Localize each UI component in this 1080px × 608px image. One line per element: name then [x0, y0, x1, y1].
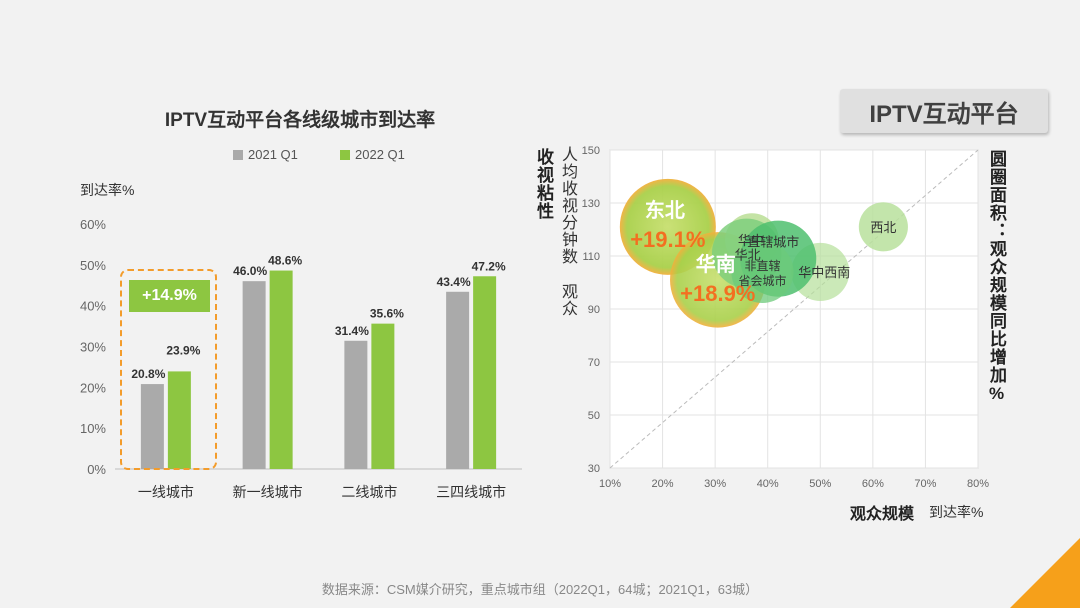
- bar-y-axis-label: 到达率%: [80, 182, 135, 198]
- bar-data-label: 47.2%: [472, 259, 506, 273]
- legend-swatch-2021: [233, 149, 243, 160]
- legend-2021: 2021 Q1: [233, 147, 298, 162]
- bubble-label: +18.9%: [680, 281, 755, 306]
- corner-decoration: [1010, 538, 1080, 608]
- bar-y-tick-label: 40%: [80, 299, 106, 314]
- bar-category-label: 二线城市: [341, 484, 397, 500]
- bubble-非直辖省会城市: [731, 240, 794, 303]
- bubble-x-tick-label: 30%: [704, 478, 726, 490]
- bar-2022: [167, 371, 191, 469]
- bubble-x-tick-label: 70%: [914, 478, 936, 490]
- legend-label-2022: 2022 Q1: [355, 147, 405, 162]
- bubble-x-tick-label: 80%: [967, 478, 989, 490]
- bubble-y-tick-label: 50: [588, 410, 600, 422]
- bar-y-tick-label: 0%: [87, 462, 106, 477]
- bubble-size-label: 圆圈面积：观众规模同比增加%: [987, 150, 1006, 404]
- bar-data-label: 46.0%: [233, 264, 267, 278]
- bar-data-label: 35.6%: [370, 307, 404, 321]
- bar-y-tick-label: 20%: [80, 380, 106, 395]
- bar-data-label: 31.4%: [335, 324, 369, 338]
- bar-2022: [269, 270, 293, 469]
- platform-badge: IPTV互动平台: [840, 89, 1048, 133]
- bubble-label: 华北: [735, 247, 761, 262]
- bubble-label: 华中: [738, 233, 764, 248]
- bar-2021: [344, 340, 368, 469]
- bubble-label: 非直辖: [744, 258, 780, 273]
- bubble-y-tick-label: 30: [588, 463, 600, 475]
- bubble-label: 西北: [870, 220, 896, 235]
- bar-data-label: 48.6%: [268, 254, 302, 268]
- legend-swatch-2022: [340, 149, 350, 160]
- legend-label-2021: 2021 Q1: [248, 147, 298, 162]
- bubble-label: 华南: [696, 252, 736, 276]
- bubble-label: 东北: [645, 198, 685, 222]
- bubble-label: +19.1%: [630, 227, 705, 252]
- bubble-label: 直辖城市: [747, 235, 799, 250]
- bar-2021: [446, 291, 470, 469]
- bubble-y-tick-label: 130: [582, 198, 600, 210]
- legend-2022: 2022 Q1: [340, 147, 405, 162]
- bar-y-tick-label: 10%: [80, 421, 106, 436]
- bar-data-label: 43.4%: [437, 275, 471, 289]
- bubble-x-tick-label: 20%: [652, 478, 674, 490]
- bubble-x-tick-label: 40%: [757, 478, 779, 490]
- bubble-label: 华中西南: [798, 265, 850, 280]
- bubble-x-tick-label: 60%: [862, 478, 884, 490]
- bubble-x-axis-unit: 到达率%: [929, 504, 984, 520]
- bar-2021: [140, 384, 164, 469]
- highlight-box: [120, 269, 217, 470]
- bar-2022: [473, 276, 497, 469]
- bubble-x-tick-label: 10%: [599, 478, 621, 490]
- bar-category-label: 新一线城市: [233, 484, 303, 500]
- bubble-x-tick-label: 50%: [809, 478, 831, 490]
- bubble-y-tick-label: 70: [588, 357, 600, 369]
- bar-y-tick-label: 30%: [80, 340, 106, 355]
- source-note: 数据来源：CSM媒介研究，重点城市组（2022Q1，64城；2021Q1，63城…: [321, 582, 759, 597]
- bar-data-label: 23.9%: [166, 343, 200, 357]
- bubble-y-tick-label: 110: [582, 251, 600, 263]
- bar-2022: [371, 323, 395, 469]
- bar-category-label: 三四线城市: [436, 484, 506, 500]
- bar-y-tick-label: 50%: [80, 258, 106, 273]
- bubble-y-tick-label: 90: [588, 304, 600, 316]
- bubble-y-tick-label: 150: [582, 145, 600, 157]
- bubble-西北: [858, 202, 908, 252]
- growth-callout: +14.9%: [129, 280, 210, 312]
- bubble-label: 省会城市: [738, 273, 786, 288]
- bar-chart-title: IPTV互动平台各线级城市到达率: [164, 110, 436, 131]
- bar-data-label: 20.8%: [131, 367, 165, 381]
- bubble-y-axis-label: 人均收视分钟数 观众: [559, 146, 576, 317]
- bubble-x-axis-title: 观众规模: [850, 506, 915, 523]
- bar-category-label: 一线城市: [138, 484, 194, 500]
- bubble-y-axis-title: 收视粘性: [534, 148, 553, 220]
- bar-y-tick-label: 60%: [80, 217, 106, 232]
- bar-2021: [242, 281, 266, 469]
